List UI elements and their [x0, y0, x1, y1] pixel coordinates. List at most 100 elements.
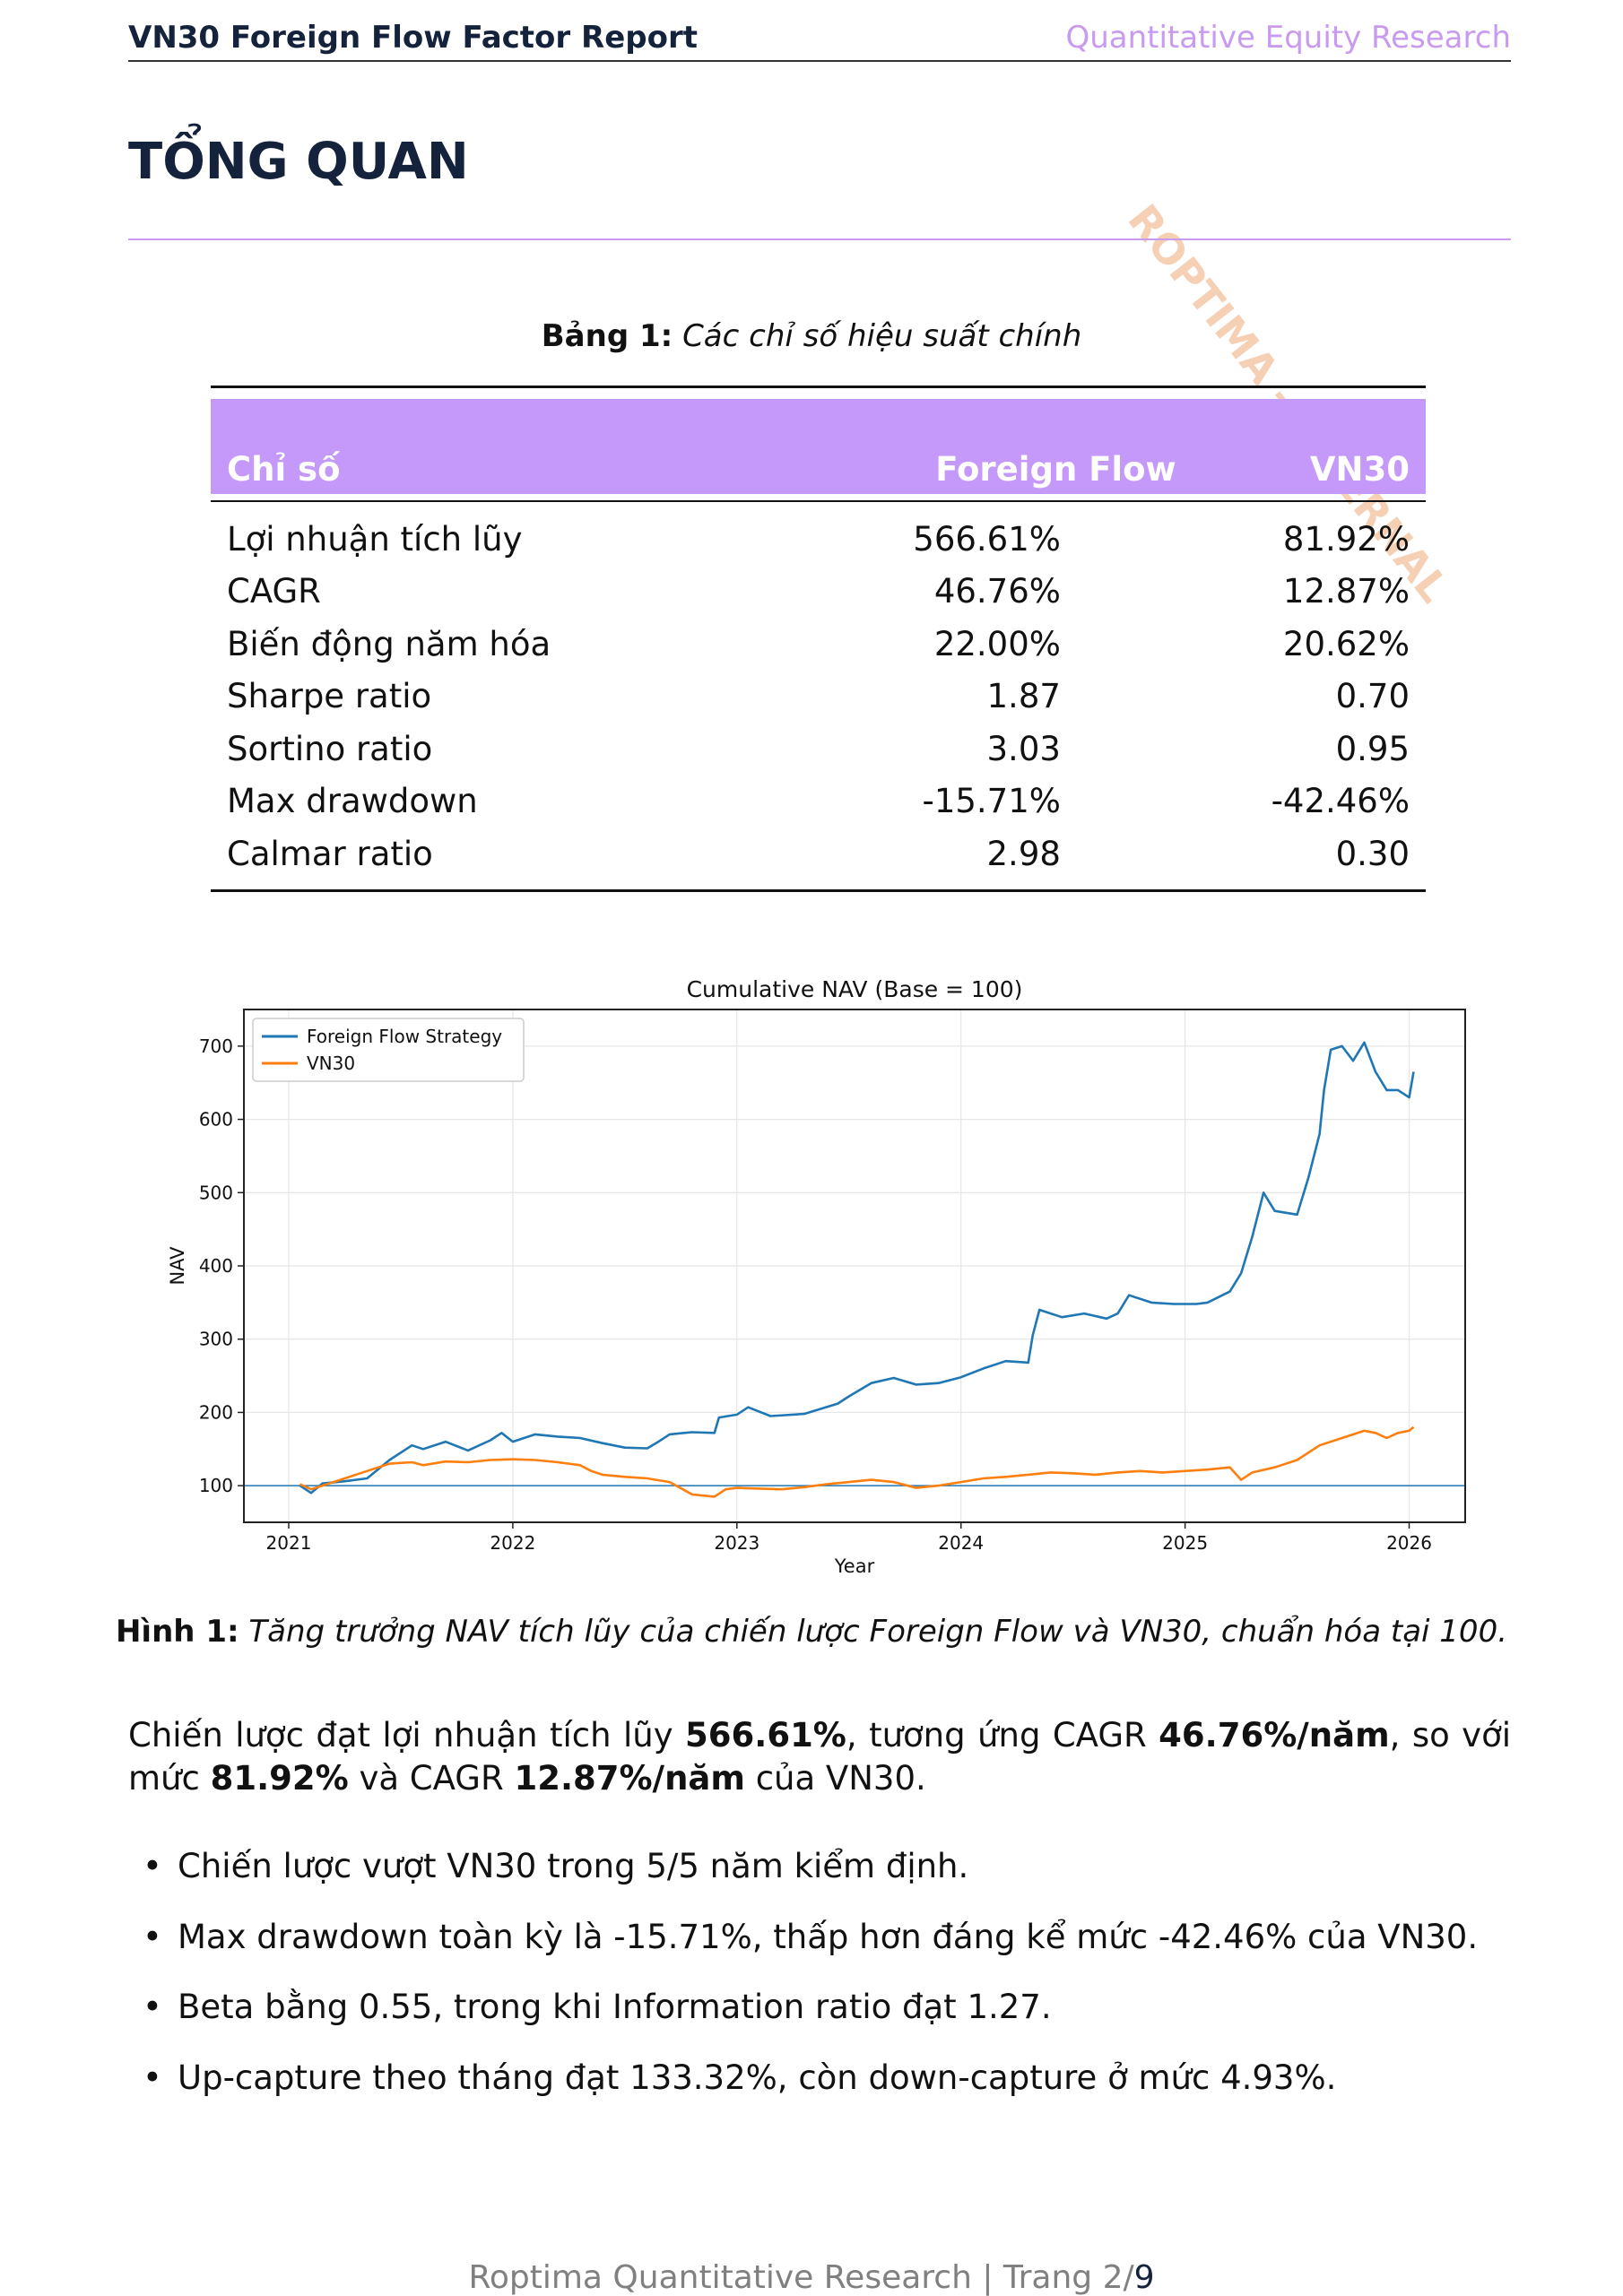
- paragraph-highlight: 46.76%/năm: [1159, 1716, 1390, 1754]
- section-title: TỔNG QUAN: [128, 133, 469, 191]
- list-item: • Beta bằng 0.55, trong khi Information …: [128, 1988, 1527, 2058]
- table-header-rule: [211, 500, 1426, 502]
- table-row: Lợi nhuận tích lũy 566.61% 81.92%: [211, 502, 1426, 566]
- y-tick-label: 100: [199, 1475, 233, 1496]
- figure-caption: Hình 1: Tăng trưởng NAV tích lũy của chi…: [0, 1614, 1623, 1650]
- table-row: Calmar ratio 2.98 0.30: [211, 827, 1426, 880]
- list-item: • Chiến lược vượt VN30 trong 5/5 năm kiể…: [128, 1847, 1527, 1918]
- table-cell: 1.87: [986, 677, 1061, 716]
- table-cell: 0.30: [1335, 834, 1410, 873]
- table-cell: 3.03: [986, 729, 1061, 768]
- footer-text: Roptima Quantitative Research | Trang 2/: [468, 2259, 1134, 2296]
- table-cell: Calmar ratio: [227, 834, 433, 873]
- list-item: • Up-capture theo tháng đạt 133.32%, còn…: [128, 2058, 1527, 2129]
- y-tick-label: 500: [199, 1182, 233, 1203]
- summary-paragraph: Chiến lược đạt lợi nhuận tích lũy 566.61…: [128, 1714, 1511, 1800]
- table-row: Max drawdown -15.71% -42.46%: [211, 775, 1426, 828]
- table-caption-text: Các chỉ số hiệu suất chính: [682, 318, 1082, 354]
- x-tick-label: 2025: [1162, 1532, 1208, 1554]
- metrics-table-body: Lợi nhuận tích lũy 566.61% 81.92% CAGR 4…: [211, 502, 1426, 880]
- table-cell: 0.95: [1335, 729, 1410, 768]
- table-row: Sortino ratio 3.03 0.95: [211, 723, 1426, 775]
- series-line-vn30: [299, 1425, 1415, 1498]
- x-tick-label: 2024: [938, 1532, 984, 1554]
- bullet-list: • Chiến lược vượt VN30 trong 5/5 năm kiể…: [128, 1847, 1527, 2128]
- paragraph-highlight: 566.61%: [685, 1716, 846, 1754]
- x-tick-label: 2022: [490, 1532, 535, 1554]
- table-header-row: Chỉ số Foreign Flow VN30: [211, 399, 1426, 494]
- bullet-icon: •: [143, 1988, 162, 2026]
- table-cell: Max drawdown: [227, 782, 478, 821]
- list-item-text: Beta bằng 0.55, trong khi Information ra…: [178, 1988, 1052, 2026]
- table-cell: Biến động năm hóa: [227, 624, 551, 663]
- header-title: VN30 Foreign Flow Factor Report: [128, 20, 698, 56]
- table-cell: Sharpe ratio: [227, 677, 432, 716]
- table-row: Sharpe ratio 1.87 0.70: [211, 671, 1426, 723]
- paragraph-text: , so với mức: [128, 1716, 1511, 1798]
- y-tick-label: 700: [199, 1035, 233, 1057]
- y-tick-label: 300: [199, 1329, 233, 1350]
- paragraph-text: của VN30.: [744, 1759, 926, 1798]
- table-cell: 22.00%: [933, 624, 1061, 663]
- table-header-metric: Chỉ số: [211, 399, 709, 494]
- table-row: Biến động năm hóa 22.00% 20.62%: [211, 618, 1426, 671]
- table-bottom-rule: [211, 888, 1426, 892]
- legend-box: [252, 1018, 525, 1082]
- table-cell: 12.87%: [1282, 572, 1410, 611]
- table-cell: CAGR: [227, 572, 321, 611]
- header-subtitle: Quantitative Equity Research: [1065, 20, 1511, 56]
- footer-page-total: 9: [1133, 2259, 1155, 2296]
- x-tick-label: 2026: [1386, 1532, 1432, 1554]
- paragraph-highlight: 12.87%/năm: [514, 1759, 745, 1798]
- table-cell: 566.61%: [913, 519, 1061, 559]
- header-rule: [128, 60, 1511, 62]
- chart-legend: Foreign Flow Strategy VN30: [252, 1018, 525, 1082]
- legend-label-foreign-flow: Foreign Flow Strategy: [307, 1026, 502, 1047]
- table-cell: -15.71%: [922, 782, 1061, 821]
- list-item-text: Chiến lược vượt VN30 trong 5/5 năm kiểm …: [178, 1847, 969, 1885]
- y-tick-label: 600: [199, 1109, 233, 1131]
- table-top-rule: [211, 386, 1426, 388]
- x-ticks: 2021 2022 2023 2024 2025 2026: [266, 1522, 1432, 1554]
- chart-title: Cumulative NAV (Base = 100): [687, 976, 1023, 1002]
- legend-label-vn30: VN30: [307, 1053, 355, 1074]
- chart-series: [299, 1041, 1415, 1498]
- table-cell: 2.98: [986, 834, 1061, 873]
- bullet-icon: •: [143, 1847, 162, 1885]
- table-cell: Lợi nhuận tích lũy: [227, 519, 523, 559]
- table-cell: 0.70: [1335, 677, 1410, 716]
- y-tick-label: 400: [199, 1255, 233, 1277]
- y-axis-label: NAV: [167, 1246, 188, 1286]
- table-caption-label: Bảng 1:: [541, 318, 673, 354]
- table-cell: 81.92%: [1282, 519, 1410, 559]
- page-footer: Roptima Quantitative Research | Trang 2/…: [0, 2259, 1623, 2296]
- series-line-foreign-flow: [299, 1041, 1415, 1495]
- table-row: CAGR 46.76% 12.87%: [211, 566, 1426, 619]
- table-cell: -42.46%: [1271, 782, 1410, 821]
- y-tick-label: 200: [199, 1401, 233, 1423]
- bullet-icon: •: [143, 1917, 162, 1956]
- nav-figure: Cumulative NAV (Base = 100) 2021 2022 2023…: [157, 966, 1484, 1598]
- section-rule: [128, 238, 1511, 240]
- table-header-vn30: VN30: [1192, 399, 1426, 494]
- metrics-table: Chỉ số Foreign Flow VN30: [211, 399, 1426, 494]
- table-caption: Bảng 1: Các chỉ số hiệu suất chính: [0, 318, 1623, 354]
- chart-grid: [244, 1009, 1465, 1522]
- table-header-foreign-flow: Foreign Flow: [709, 399, 1193, 494]
- table-cell: Sortino ratio: [227, 729, 433, 768]
- paragraph-highlight: 81.92%: [210, 1759, 349, 1798]
- y-ticks: 100 200 300 400 500 600 700: [199, 1035, 244, 1496]
- list-item-text: Up-capture theo tháng đạt 133.32%, còn d…: [178, 2058, 1337, 2097]
- paragraph-text: , tương ứng CAGR: [846, 1716, 1159, 1754]
- figure-caption-label: Hình 1:: [115, 1614, 239, 1650]
- bullet-icon: •: [143, 2058, 162, 2097]
- list-item-text: Max drawdown toàn kỳ là -15.71%, thấp hơ…: [178, 1917, 1479, 1956]
- metrics-table-wrap: Chỉ số Foreign Flow VN30 Lợi nhuận tích …: [211, 386, 1426, 892]
- nav-chart: Cumulative NAV (Base = 100) 2021 2022 2023…: [167, 976, 1466, 1577]
- x-tick-label: 2021: [266, 1532, 312, 1554]
- table-cell: 46.76%: [933, 572, 1061, 611]
- x-axis-label: Year: [834, 1555, 875, 1577]
- list-item: • Max drawdown toàn kỳ là -15.71%, thấp …: [128, 1918, 1527, 1988]
- figure-caption-text: Tăng trưởng NAV tích lũy của chiến lược …: [248, 1614, 1508, 1650]
- paragraph-text: và CAGR: [348, 1759, 515, 1798]
